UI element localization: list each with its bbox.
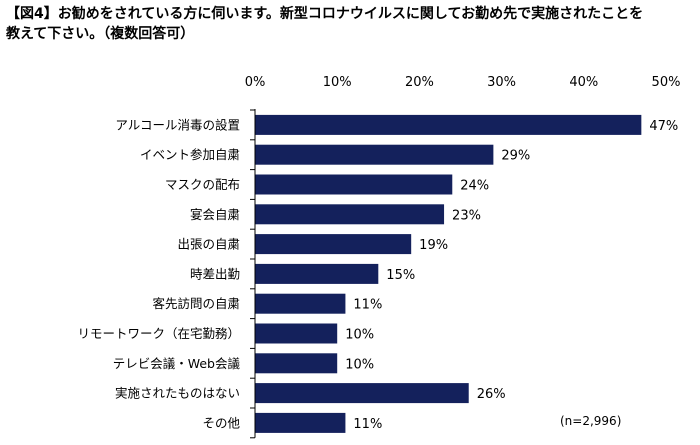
bar — [255, 323, 338, 344]
bar — [255, 114, 642, 135]
category-label: イベント参加自粛 — [140, 147, 240, 162]
value-label: 10% — [345, 328, 374, 343]
category-label: 出張の自粛 — [177, 237, 240, 252]
category-label: アルコール消毒の設置 — [115, 117, 240, 132]
value-label: 11% — [353, 417, 382, 432]
value-label: 24% — [460, 179, 489, 194]
value-label: 11% — [353, 298, 382, 313]
value-label: 10% — [345, 357, 374, 372]
x-tick-label: 10% — [323, 75, 352, 90]
value-label: 26% — [477, 387, 506, 402]
value-label: 29% — [501, 149, 530, 164]
bar — [255, 234, 412, 255]
bar — [255, 204, 445, 225]
bar — [255, 174, 453, 195]
category-label: その他 — [202, 415, 240, 430]
chart-title: 【図4】お勧めをされている方に伺います。新型コロナウイルスに関してお勤め先で実施… — [6, 4, 696, 44]
chart-title-line-1: 【図4】お勧めをされている方に伺います。新型コロナウイルスに関してお勤め先で実施… — [6, 6, 644, 22]
bar — [255, 293, 346, 314]
category-label: 時差出勤 — [190, 266, 240, 281]
sample-size-note: (n=2,996) — [560, 414, 622, 428]
value-label: 19% — [419, 238, 448, 253]
bar — [255, 353, 338, 374]
category-label: 宴会自粛 — [190, 207, 240, 222]
x-tick-label: 20% — [405, 75, 434, 90]
x-tick-label: 40% — [569, 75, 598, 90]
x-tick-label: 50% — [652, 75, 681, 90]
category-label: マスクの配布 — [165, 177, 240, 192]
category-label: 実施されたものはない — [115, 386, 240, 401]
chart-title-line-2: 教えて下さい。（複数回答可） — [6, 26, 195, 42]
value-label: 15% — [386, 268, 415, 283]
bar — [255, 412, 346, 433]
category-label: テレビ会議・Web会議 — [113, 356, 241, 371]
value-label: 47% — [649, 119, 678, 134]
category-label: リモートワーク（在宅勤務） — [77, 326, 240, 341]
value-label: 23% — [452, 208, 481, 223]
bar — [255, 263, 379, 284]
x-tick-label: 30% — [487, 75, 516, 90]
bar — [255, 383, 469, 404]
category-label: 客先訪問の自粛 — [152, 296, 240, 311]
bar — [255, 144, 494, 165]
x-tick-label: 0% — [245, 75, 266, 90]
